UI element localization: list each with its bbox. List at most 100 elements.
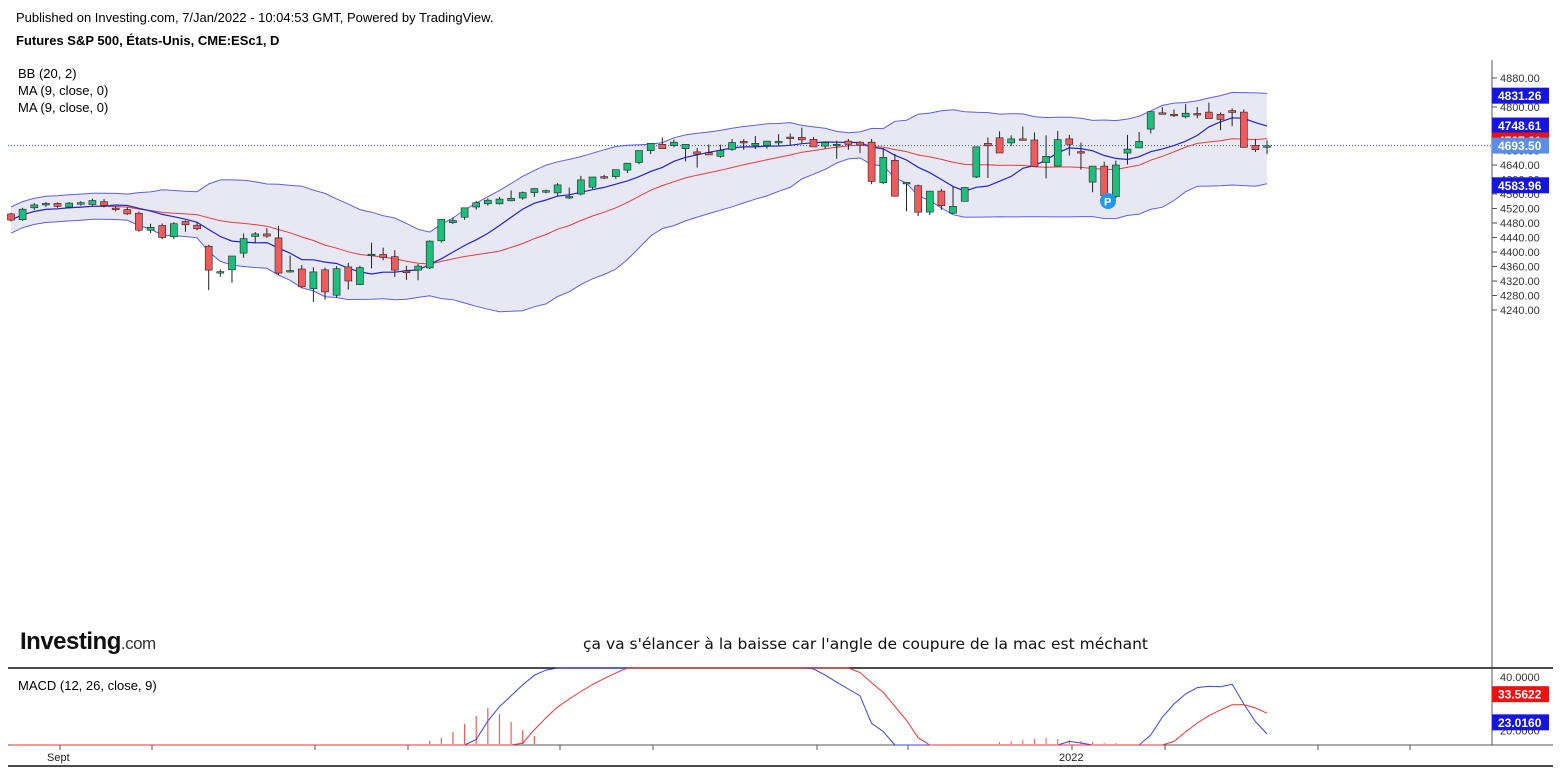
candle-up [437,219,446,242]
candle-down [100,201,108,206]
candle-up [460,207,469,218]
bollinger-legend[interactable]: BB (20, 2) [18,66,77,81]
price-tick-label: 4520.00 [1500,204,1540,216]
candle-down [1216,114,1225,120]
candle-down [658,144,667,150]
candle-down [321,269,329,293]
candle-up [716,150,725,157]
candle-up [332,268,341,296]
candle-up [1112,164,1120,197]
price-tag-bg [1492,117,1549,134]
candle-down [1193,113,1202,116]
candle-down [1018,138,1027,141]
time-tick-label: 2022 [1059,752,1083,764]
chart-title: Futures S&P 500, États-Unis, CME:ESc1, D [16,33,280,48]
candle-down [1077,151,1085,154]
bollinger-band-fill [11,92,1267,312]
price-tick-label: 4800.00 [1500,102,1540,114]
candle-up [472,202,481,208]
candle-down [1170,114,1178,117]
candle-down [1228,110,1236,113]
candle-down [937,190,946,206]
candle-up [367,253,376,256]
candle-down [891,160,899,197]
investing-logo: Investing.com [20,628,156,656]
candle-down [1240,111,1248,148]
price-tick-label: 4400.00 [1500,247,1540,259]
candle-up [542,190,550,193]
candle-up [635,150,643,163]
candle-up [170,223,178,238]
candle-up [577,179,585,195]
candle-up [228,255,236,271]
price-tag-label: 4748.61 [1498,119,1542,133]
candle-down [1030,139,1039,167]
candle-up [879,157,888,184]
candle-down [704,152,713,156]
candle-up [356,267,364,285]
ma-legend-1[interactable]: MA (9, close, 0) [18,83,109,98]
price-tick-label: 4280.00 [1500,291,1540,303]
candle-down [297,268,306,288]
macd-legend[interactable]: MACD (12, 26, close, 9) [18,678,157,693]
candle-up [18,208,27,220]
candle-down [809,139,818,148]
candle-up [623,162,632,171]
price-tag-bg [1492,137,1549,154]
price-tick-label: 4240.00 [1500,305,1540,317]
candle-down [1100,165,1108,196]
ma-legend-2[interactable]: MA (9, close, 0) [18,100,109,115]
candle-down [53,203,62,207]
candle-up [251,233,259,237]
price-tag-label: 4693.50 [1498,139,1542,153]
candle-up [146,227,155,231]
published-line: Published on Investing.com, 7/Jan/2022 -… [16,10,494,25]
candle-down [984,143,992,147]
candle-up [507,198,515,202]
price-tick-label: 4640.00 [1500,160,1540,172]
candle-down [1158,112,1167,115]
candle-up [309,271,318,289]
candle-down [786,136,795,139]
price-tag-bg [1492,87,1549,104]
candle-up [1123,148,1132,154]
price-tick-label: 4480.00 [1500,218,1540,230]
candle-down [263,233,271,237]
logo-suffix: .com [120,634,156,653]
price-tick-label: 4360.00 [1500,262,1540,274]
price-tag-label: 4583.96 [1498,179,1542,193]
candle-up [88,200,97,205]
chart-annotation: ça va s'élancer à la baisse car l'angle … [583,635,1149,653]
candle-down [111,207,120,210]
candle-up [216,271,225,274]
candle-up [611,169,620,177]
candle-up [1135,141,1143,149]
candle-down [995,137,1004,154]
candle-up [670,141,678,146]
candle-up [495,198,504,205]
price-tag-bg [1492,177,1549,194]
candle-up [286,270,294,273]
candle-down [600,176,608,179]
price-tick-label: 4320.00 [1500,276,1540,288]
candle-down [797,137,806,141]
p-marker [1100,193,1116,209]
candle-down [135,212,143,231]
candle-up [646,143,655,151]
candle-up [553,184,562,194]
candle-down [390,256,399,271]
candle-up [972,146,981,178]
candle-down [914,185,922,213]
candle-up [77,202,85,205]
candle-down [193,224,201,230]
candle-down [123,209,132,215]
ma-line-red [10,138,1268,265]
candle-up [30,204,39,209]
price-tick-label: 4880.00 [1500,73,1540,85]
macd-tag-label: 23.0160 [1498,716,1542,730]
candle-down [204,245,213,271]
candle-up [565,196,574,199]
candle-up [960,187,969,202]
p-marker-label: P [1104,197,1111,209]
